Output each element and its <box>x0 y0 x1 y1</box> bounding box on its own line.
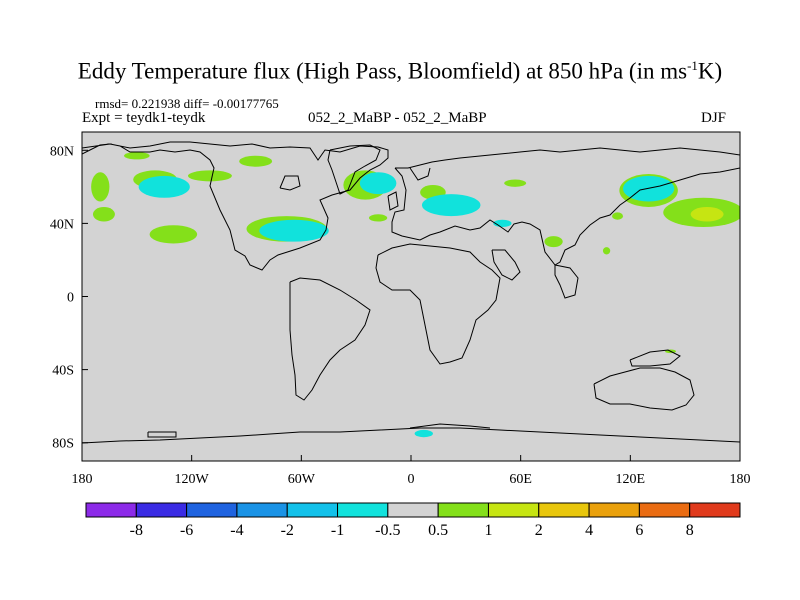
green-atlantic <box>368 214 388 222</box>
title-unit-end: K) <box>697 58 723 84</box>
coast-antarctic-shelf <box>147 431 177 438</box>
coast-africa <box>375 243 501 365</box>
coast-new-guinea <box>629 349 681 367</box>
colorbar-label: -6 <box>180 522 193 539</box>
flux-regions <box>91 152 740 438</box>
y-axis: 80N 40N 0 40S 80S <box>50 144 88 452</box>
x-tick-label: 180 <box>72 472 93 487</box>
coast-india <box>554 264 579 299</box>
colorbar-swatch <box>387 502 439 518</box>
colorbar-label: 4 <box>585 522 593 539</box>
cyan-west-canada <box>138 175 190 198</box>
coast-eurasia <box>391 147 740 266</box>
coast-south-america <box>289 277 371 401</box>
rmsd-diff-stats: rmsd= 0.221938 diff= -0.00177765 <box>95 96 279 111</box>
coast-australia <box>593 367 695 411</box>
green-north-america-1 <box>124 152 150 160</box>
green-north-america-2 <box>239 155 273 167</box>
green-southeast-asia <box>602 247 611 255</box>
y-tick-label: 40N <box>50 217 74 232</box>
coast-british-isles <box>387 191 399 211</box>
colorbar-swatch <box>186 502 238 518</box>
colorbar-swatch <box>588 502 640 518</box>
colorbar-label: 6 <box>635 522 643 539</box>
colorbar-swatch <box>135 502 188 518</box>
coast-weddell <box>409 423 491 429</box>
colorbar-label: 2 <box>535 522 543 539</box>
coast-arabia <box>491 249 521 281</box>
title-unit-superscript: -1 <box>687 58 698 73</box>
colorbar-label: 8 <box>686 522 694 539</box>
coast-scandinavia <box>409 167 431 181</box>
green-north-pacific-east <box>92 206 115 222</box>
colorbar-swatch <box>538 502 590 518</box>
x-tick-label: 120E <box>616 472 646 487</box>
colorbar-label: -1 <box>331 522 344 539</box>
y-tick-label: 40S <box>52 364 74 379</box>
cyan-antarctic <box>414 429 433 438</box>
colorbar-label: -8 <box>130 522 143 539</box>
cyan-europe <box>421 194 481 217</box>
yellow-north-pacific-west <box>690 206 724 222</box>
season-label: DJF <box>701 110 727 126</box>
x-tick-label: 120W <box>175 472 210 487</box>
green-siberia-west <box>504 179 527 187</box>
coast-antarctica <box>82 427 740 444</box>
coast-north-america <box>82 141 389 271</box>
green-alaska <box>91 172 110 202</box>
colorbar-swatch <box>487 502 540 518</box>
colorbar-label: -2 <box>281 522 294 539</box>
x-axis: 180 120W 60W 0 60E 120E 180 <box>72 455 751 487</box>
y-tick-label: 0 <box>67 291 74 306</box>
colorbar-label: 0.5 <box>428 522 448 539</box>
colorbar-label: -0.5 <box>375 522 400 539</box>
cyan-us-east <box>259 219 329 242</box>
y-tick-label: 80S <box>52 437 74 452</box>
green-japan <box>612 212 624 220</box>
chart-title: Eddy Temperature flux (High Pass, Bloomf… <box>0 58 800 85</box>
green-east-pacific <box>149 225 198 244</box>
colorbar-swatch <box>286 502 339 518</box>
colorbar-label: -4 <box>230 522 243 539</box>
experiment-label: Expt = teydk1-teydk <box>82 110 206 126</box>
colorbar-swatch <box>638 502 691 518</box>
green-india <box>544 236 563 248</box>
run-comparison-label: 052_2_MaBP - 052_2_MaBP <box>308 110 487 126</box>
x-tick-label: 60W <box>288 472 316 487</box>
y-tick-label: 80N <box>50 144 74 159</box>
colorbar-label: 1 <box>484 522 492 539</box>
colorbar: -8 -6 -4 -2 -1 -0.5 0.5 1 2 4 6 8 <box>85 502 741 539</box>
colorbar-swatch <box>85 502 137 518</box>
colorbar-swatch <box>236 502 288 518</box>
colorbar-swatch <box>337 502 389 518</box>
coast-hudson-bay <box>279 175 301 191</box>
x-tick-label: 0 <box>408 472 415 487</box>
title-main: Eddy Temperature flux (High Pass, Bloomf… <box>77 58 688 84</box>
colorbar-swatch <box>437 502 489 518</box>
x-tick-label: 60E <box>509 472 532 487</box>
colorbar-swatch <box>689 502 741 518</box>
cyan-greenland <box>359 172 397 195</box>
x-tick-label: 180 <box>730 472 751 487</box>
green-pacific-north <box>188 170 232 182</box>
coastlines <box>82 141 740 444</box>
coast-greenland <box>327 144 381 195</box>
